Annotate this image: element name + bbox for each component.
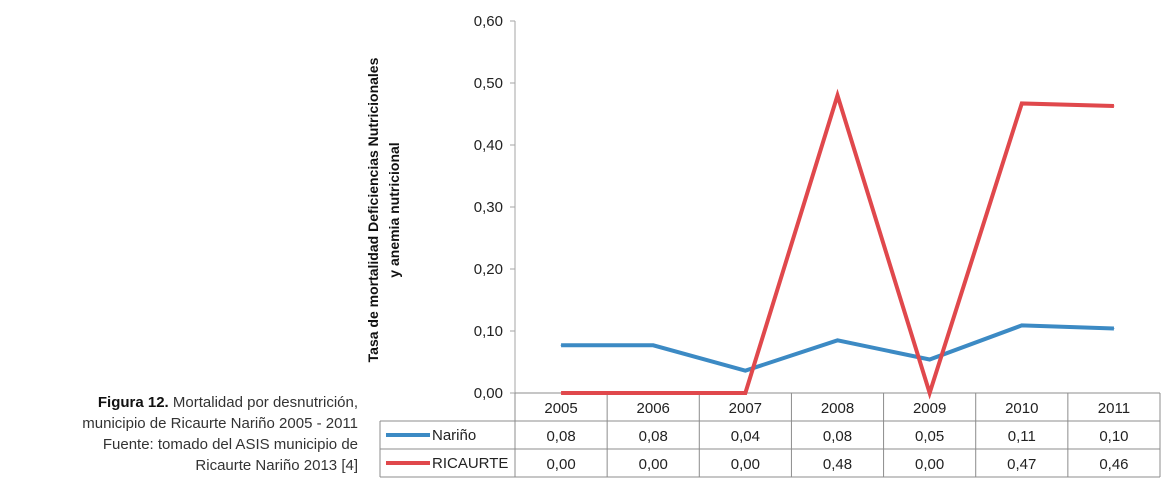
data-point bbox=[560, 392, 562, 394]
x-tick-label: 2011 bbox=[1098, 400, 1130, 417]
x-tick-label: 2005 bbox=[544, 400, 577, 417]
x-tick-label: 2008 bbox=[821, 400, 854, 417]
caption-figure-label: Figura 12. bbox=[97, 394, 169, 411]
data-label: 0,08 bbox=[639, 428, 668, 445]
series-lines bbox=[560, 88, 1115, 400]
data-label: 0,00 bbox=[546, 456, 575, 473]
x-tick-label: 2009 bbox=[913, 400, 946, 417]
data-point bbox=[1113, 105, 1115, 107]
data-point bbox=[929, 392, 931, 394]
y-tick-label: 0,50 bbox=[474, 75, 503, 92]
data-label: 0,00 bbox=[915, 456, 944, 473]
series-line bbox=[561, 88, 1114, 400]
data-point bbox=[1113, 328, 1115, 330]
data-point bbox=[652, 392, 654, 394]
data-table: 2005 2006 2007 2008 2009 2010 2011 Nariño 0,08 0,… bbox=[379, 392, 1161, 478]
data-label: 0,04 bbox=[731, 428, 760, 445]
data-point bbox=[837, 339, 838, 341]
y-tick-label: 0,60 bbox=[474, 13, 503, 30]
data-label: 0,05 bbox=[915, 428, 944, 445]
axes bbox=[514, 21, 1160, 394]
caption-title: Mortalidad por desnutrición, bbox=[168, 394, 358, 411]
caption-source-cont: Ricaurte Nariño 2013 [4] bbox=[195, 457, 358, 474]
data-point bbox=[837, 94, 838, 96]
y-tick-labels: 0,00 0,10 0,20 0,30 0,40 0,50 0,60 bbox=[474, 13, 515, 402]
data-label: 0,08 bbox=[823, 428, 852, 445]
figure-caption: Figura 12. Mortalidad por desnutrición, … bbox=[0, 392, 358, 476]
legend-label: Nariño bbox=[432, 427, 476, 444]
data-label: 0,48 bbox=[823, 456, 852, 473]
data-point bbox=[652, 344, 654, 346]
data-label: 0,00 bbox=[639, 456, 668, 473]
caption-line-1: Figura 12. Mortalidad por desnutrición, bbox=[0, 392, 358, 413]
data-label: 0,08 bbox=[546, 428, 575, 445]
x-tick-label: 2006 bbox=[637, 400, 670, 417]
data-point bbox=[744, 392, 746, 394]
y-tick-label: 0,30 bbox=[474, 199, 503, 216]
data-point bbox=[744, 370, 746, 372]
legend-label: RICAURTE bbox=[432, 455, 508, 472]
y-axis-label: Tasa de mortalidad Deficiencias Nutricio… bbox=[365, 57, 402, 362]
data-point bbox=[560, 344, 562, 346]
y-tick-label: 0,20 bbox=[474, 261, 503, 278]
data-label: 0,46 bbox=[1099, 456, 1128, 473]
x-tick-label: 2007 bbox=[729, 400, 762, 417]
data-point bbox=[1021, 324, 1023, 326]
data-point bbox=[929, 359, 931, 361]
y-tick-label: 0,00 bbox=[474, 385, 503, 402]
x-tick-label: 2010 bbox=[1005, 400, 1038, 417]
y-tick-label: 0,10 bbox=[474, 323, 503, 340]
series-line bbox=[561, 323, 1114, 373]
data-label: 0,00 bbox=[731, 456, 760, 473]
data-point bbox=[1021, 102, 1023, 104]
data-label: 0,11 bbox=[1008, 428, 1036, 445]
y-axis-label-line-1: Tasa de mortalidad Deficiencias Nutricio… bbox=[365, 57, 381, 362]
y-axis-label-line-2: y anemia nutricional bbox=[386, 142, 402, 277]
data-label: 0,10 bbox=[1099, 428, 1128, 445]
caption-source: Fuente: tomado del ASIS municipio de bbox=[102, 436, 358, 453]
data-label: 0,47 bbox=[1007, 456, 1036, 473]
caption-line-2: municipio de Ricaurte Nariño 2005 - 2011 bbox=[82, 415, 358, 432]
y-tick-label: 0,40 bbox=[474, 137, 503, 154]
